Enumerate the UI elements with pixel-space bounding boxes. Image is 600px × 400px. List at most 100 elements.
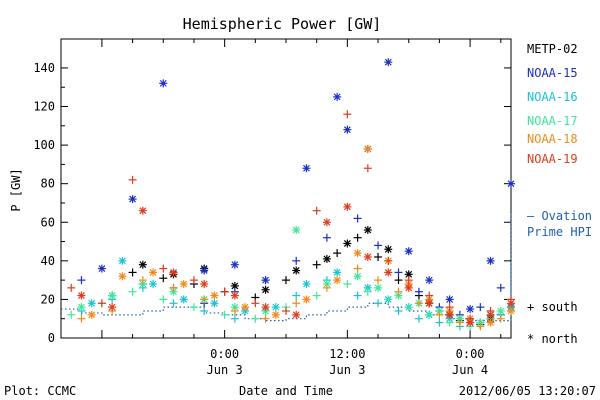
- north-marker: [200, 266, 209, 275]
- south-marker: [353, 291, 362, 300]
- south-marker: [374, 241, 383, 250]
- south-marker: [374, 252, 383, 261]
- north-marker: [108, 303, 117, 312]
- north-marker: [292, 310, 301, 319]
- north-marker: [230, 291, 239, 300]
- south-marker: [384, 295, 393, 304]
- legend-entry-noaa-17: NOAA-17: [527, 114, 578, 128]
- south-marker: [292, 299, 301, 308]
- north-marker: [97, 264, 106, 273]
- legend-entry-noaa-15: NOAA-15: [527, 66, 578, 80]
- north-marker: [445, 295, 454, 304]
- south-marker: [343, 279, 352, 288]
- south-marker: [435, 318, 444, 327]
- north-marker: [353, 272, 362, 281]
- south-marker: [374, 276, 383, 285]
- north-marker: [343, 202, 352, 211]
- south-marker: [353, 214, 362, 223]
- south-marker: [425, 291, 434, 300]
- south-marker: [159, 264, 168, 273]
- south-marker: [476, 322, 485, 331]
- north-marker: [302, 295, 311, 304]
- north-marker: [261, 285, 270, 294]
- south-marker: [200, 295, 209, 304]
- south-marker: [404, 276, 413, 285]
- south-marker: [97, 299, 106, 308]
- south-marker: [128, 268, 137, 277]
- south-marker: [455, 318, 464, 327]
- south-marker: [384, 256, 393, 265]
- south-marker: [159, 274, 168, 283]
- north-marker: [333, 268, 342, 277]
- north-marker: [261, 303, 270, 312]
- south-marker: [445, 318, 454, 327]
- x-axis: 0:00 Jun 3 12:00 Jun 3 0:00 Jun 4: [101, 39, 502, 377]
- south-marker: [394, 306, 403, 315]
- south-marker: [322, 283, 331, 292]
- south-marker: [394, 276, 403, 285]
- north-marker: [261, 276, 270, 285]
- footer-plot-source: Plot: CCMC: [4, 384, 76, 398]
- south-marker: [404, 303, 413, 312]
- south-marker: [414, 287, 423, 296]
- y-tick-label: 120: [33, 100, 55, 114]
- south-marker: [282, 276, 290, 285]
- x-tick-date-label: Jun 4: [452, 363, 488, 377]
- north-marker: [179, 295, 188, 304]
- north-marker: [271, 303, 280, 312]
- north-marker: [230, 260, 239, 269]
- south-marker: [312, 206, 321, 215]
- plot-frame: [60, 38, 512, 339]
- south-marker: [128, 287, 137, 296]
- south-marker: [374, 299, 383, 308]
- south-marker: [363, 287, 372, 296]
- north-marker: [118, 272, 127, 281]
- south-marker: [312, 291, 321, 300]
- south-marker: [67, 283, 76, 292]
- south-marker: [496, 283, 505, 292]
- north-marker: [87, 299, 96, 308]
- x-axis-label: Date and Time: [239, 384, 333, 398]
- north-marker: [322, 218, 331, 227]
- legend-north-marker: * north: [527, 332, 578, 346]
- south-marker: [343, 110, 352, 119]
- north-marker: [210, 299, 219, 308]
- south-marker: [200, 306, 209, 315]
- south-marker: [261, 314, 270, 323]
- north-marker: [507, 179, 515, 188]
- south-marker: [189, 276, 198, 285]
- north-marker: [343, 125, 352, 134]
- south-marker: [67, 310, 76, 319]
- north-marker: [138, 206, 147, 215]
- north-marker: [159, 79, 168, 88]
- legend-entry-noaa-19: NOAA-19: [527, 152, 578, 166]
- north-marker: [292, 225, 301, 234]
- north-marker: [384, 268, 393, 277]
- north-marker: [486, 256, 495, 265]
- north-marker: [77, 303, 86, 312]
- y-tick-label: 80: [41, 177, 55, 191]
- south-marker: [292, 256, 301, 265]
- north-marker: [507, 306, 515, 315]
- legend-entry-noaa-16: NOAA-16: [527, 90, 578, 104]
- y-axis: 0 20 40 60 80 100 120 140: [33, 61, 511, 345]
- north-marker: [486, 318, 495, 327]
- north-marker: [241, 303, 250, 312]
- north-marker: [466, 318, 475, 327]
- y-tick-label: 140: [33, 61, 55, 75]
- south-marker: [169, 299, 178, 308]
- north-marker: [108, 291, 117, 300]
- y-tick-label: 60: [41, 215, 55, 229]
- north-marker: [169, 268, 178, 277]
- south-marker: [353, 264, 362, 273]
- south-marker: [230, 306, 239, 315]
- north-marker: [445, 310, 454, 319]
- south-marker: [496, 314, 505, 323]
- x-tick-time-label: 12:00: [329, 347, 365, 361]
- north-marker: [343, 239, 352, 248]
- north-marker: [200, 279, 209, 288]
- north-marker: [210, 291, 219, 300]
- north-marker: [384, 245, 393, 254]
- south-marker: [322, 233, 331, 242]
